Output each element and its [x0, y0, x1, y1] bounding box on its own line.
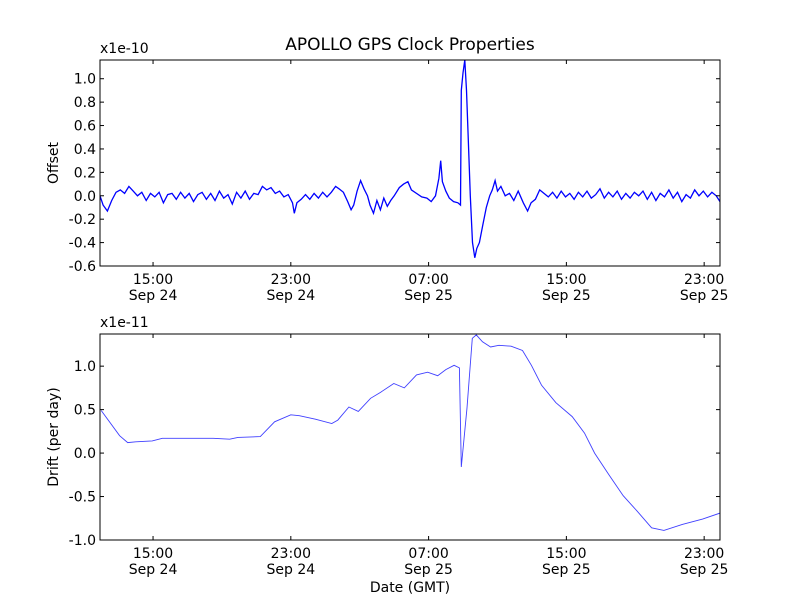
drift-scale-label: x1e-11: [100, 315, 149, 331]
drift-xtick-label: Sep 25: [404, 562, 453, 578]
offset-xtick-label: 23:00: [271, 272, 311, 288]
offset-scale-label: x1e-10: [100, 41, 149, 57]
offset-xtick-label: 15:00: [546, 272, 586, 288]
offset-ytick-label: 1.0: [74, 72, 96, 88]
drift-ytick-label: 1.0: [74, 359, 96, 375]
offset-xtick-label: 07:00: [408, 272, 448, 288]
x-axis-label: Date (GMT): [370, 580, 450, 596]
offset-ytick-label: -0.6: [69, 259, 96, 275]
drift-xtick-label: Sep 25: [542, 562, 591, 578]
offset-xtick-label: Sep 24: [266, 288, 315, 304]
offset-ytick-label: -0.4: [69, 236, 96, 252]
offset-axes-frame: [99, 59, 721, 267]
offset-xtick-label: Sep 25: [404, 288, 453, 304]
drift-axes-frame: [99, 333, 721, 541]
drift-xtick-label: 07:00: [408, 546, 448, 562]
drift-xtick-label: 23:00: [271, 546, 311, 562]
offset-xtick-label: Sep 25: [542, 288, 591, 304]
drift-xtick-label: 23:00: [684, 546, 724, 562]
drift-ytick-label: -1.0: [69, 533, 96, 549]
drift-ytick-label: 0.5: [74, 403, 96, 419]
offset-xtick-label: 15:00: [133, 272, 173, 288]
drift-xtick-label: Sep 24: [266, 562, 315, 578]
drift-series-line: [100, 334, 720, 531]
offset-xtick-label: 23:00: [684, 272, 724, 288]
drift-xtick-label: 15:00: [133, 546, 173, 562]
offset-series-line: [100, 60, 720, 258]
drift-ytick-label: 0.0: [74, 446, 96, 462]
offset-ytick-label: 0.4: [74, 142, 96, 158]
drift-xtick-label: Sep 25: [680, 562, 729, 578]
offset-xtick-label: Sep 24: [129, 288, 178, 304]
offset-ytick-label: 0.8: [74, 95, 96, 111]
offset-y-axis-label: Offset: [46, 141, 62, 184]
drift-y-axis-label: Drift (per day): [46, 387, 62, 486]
chart-title: APOLLO GPS Clock Properties: [285, 35, 535, 55]
offset-ytick-label: -0.2: [69, 212, 96, 228]
drift-xtick-label: 15:00: [546, 546, 586, 562]
offset-xtick-label: Sep 25: [680, 288, 729, 304]
offset-ytick-label: 0.0: [74, 189, 96, 205]
offset-ytick-label: 0.6: [74, 119, 96, 135]
drift-ytick-label: -0.5: [69, 490, 96, 506]
offset-ytick-label: 0.2: [74, 165, 96, 181]
drift-xtick-label: Sep 24: [129, 562, 178, 578]
